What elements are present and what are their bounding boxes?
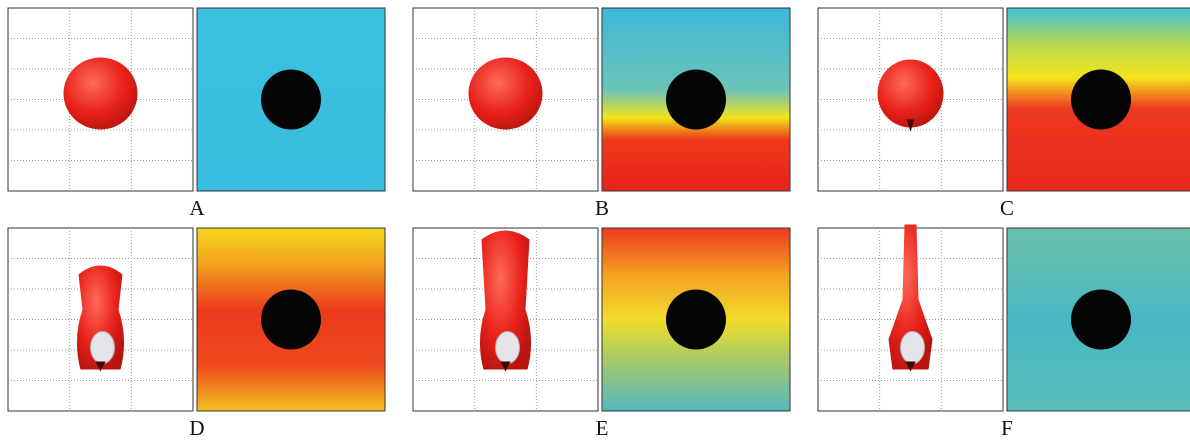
bubble-core [91,332,115,364]
figure: A B C D E F [0,0,1190,443]
obstacle [261,290,321,350]
panel: E [413,228,790,440]
panel-label: C [1000,196,1014,220]
panel: D [8,228,385,440]
bubble [878,60,944,128]
panel-label: A [189,196,205,220]
panel-label: E [596,416,609,440]
panel: C [818,8,1190,220]
obstacle [1071,70,1131,130]
panel: A [8,8,385,220]
bubble [469,58,543,130]
panel: B [413,8,790,220]
obstacle [261,70,321,130]
panel: F [818,225,1190,440]
panel-label: D [189,416,204,440]
panel-label: B [595,196,609,220]
panel-label: F [1001,416,1013,440]
bubble [64,58,138,130]
obstacle [666,290,726,350]
obstacle [1071,290,1131,350]
bubble-core [901,332,925,364]
obstacle [666,70,726,130]
bubble-core [496,332,520,364]
